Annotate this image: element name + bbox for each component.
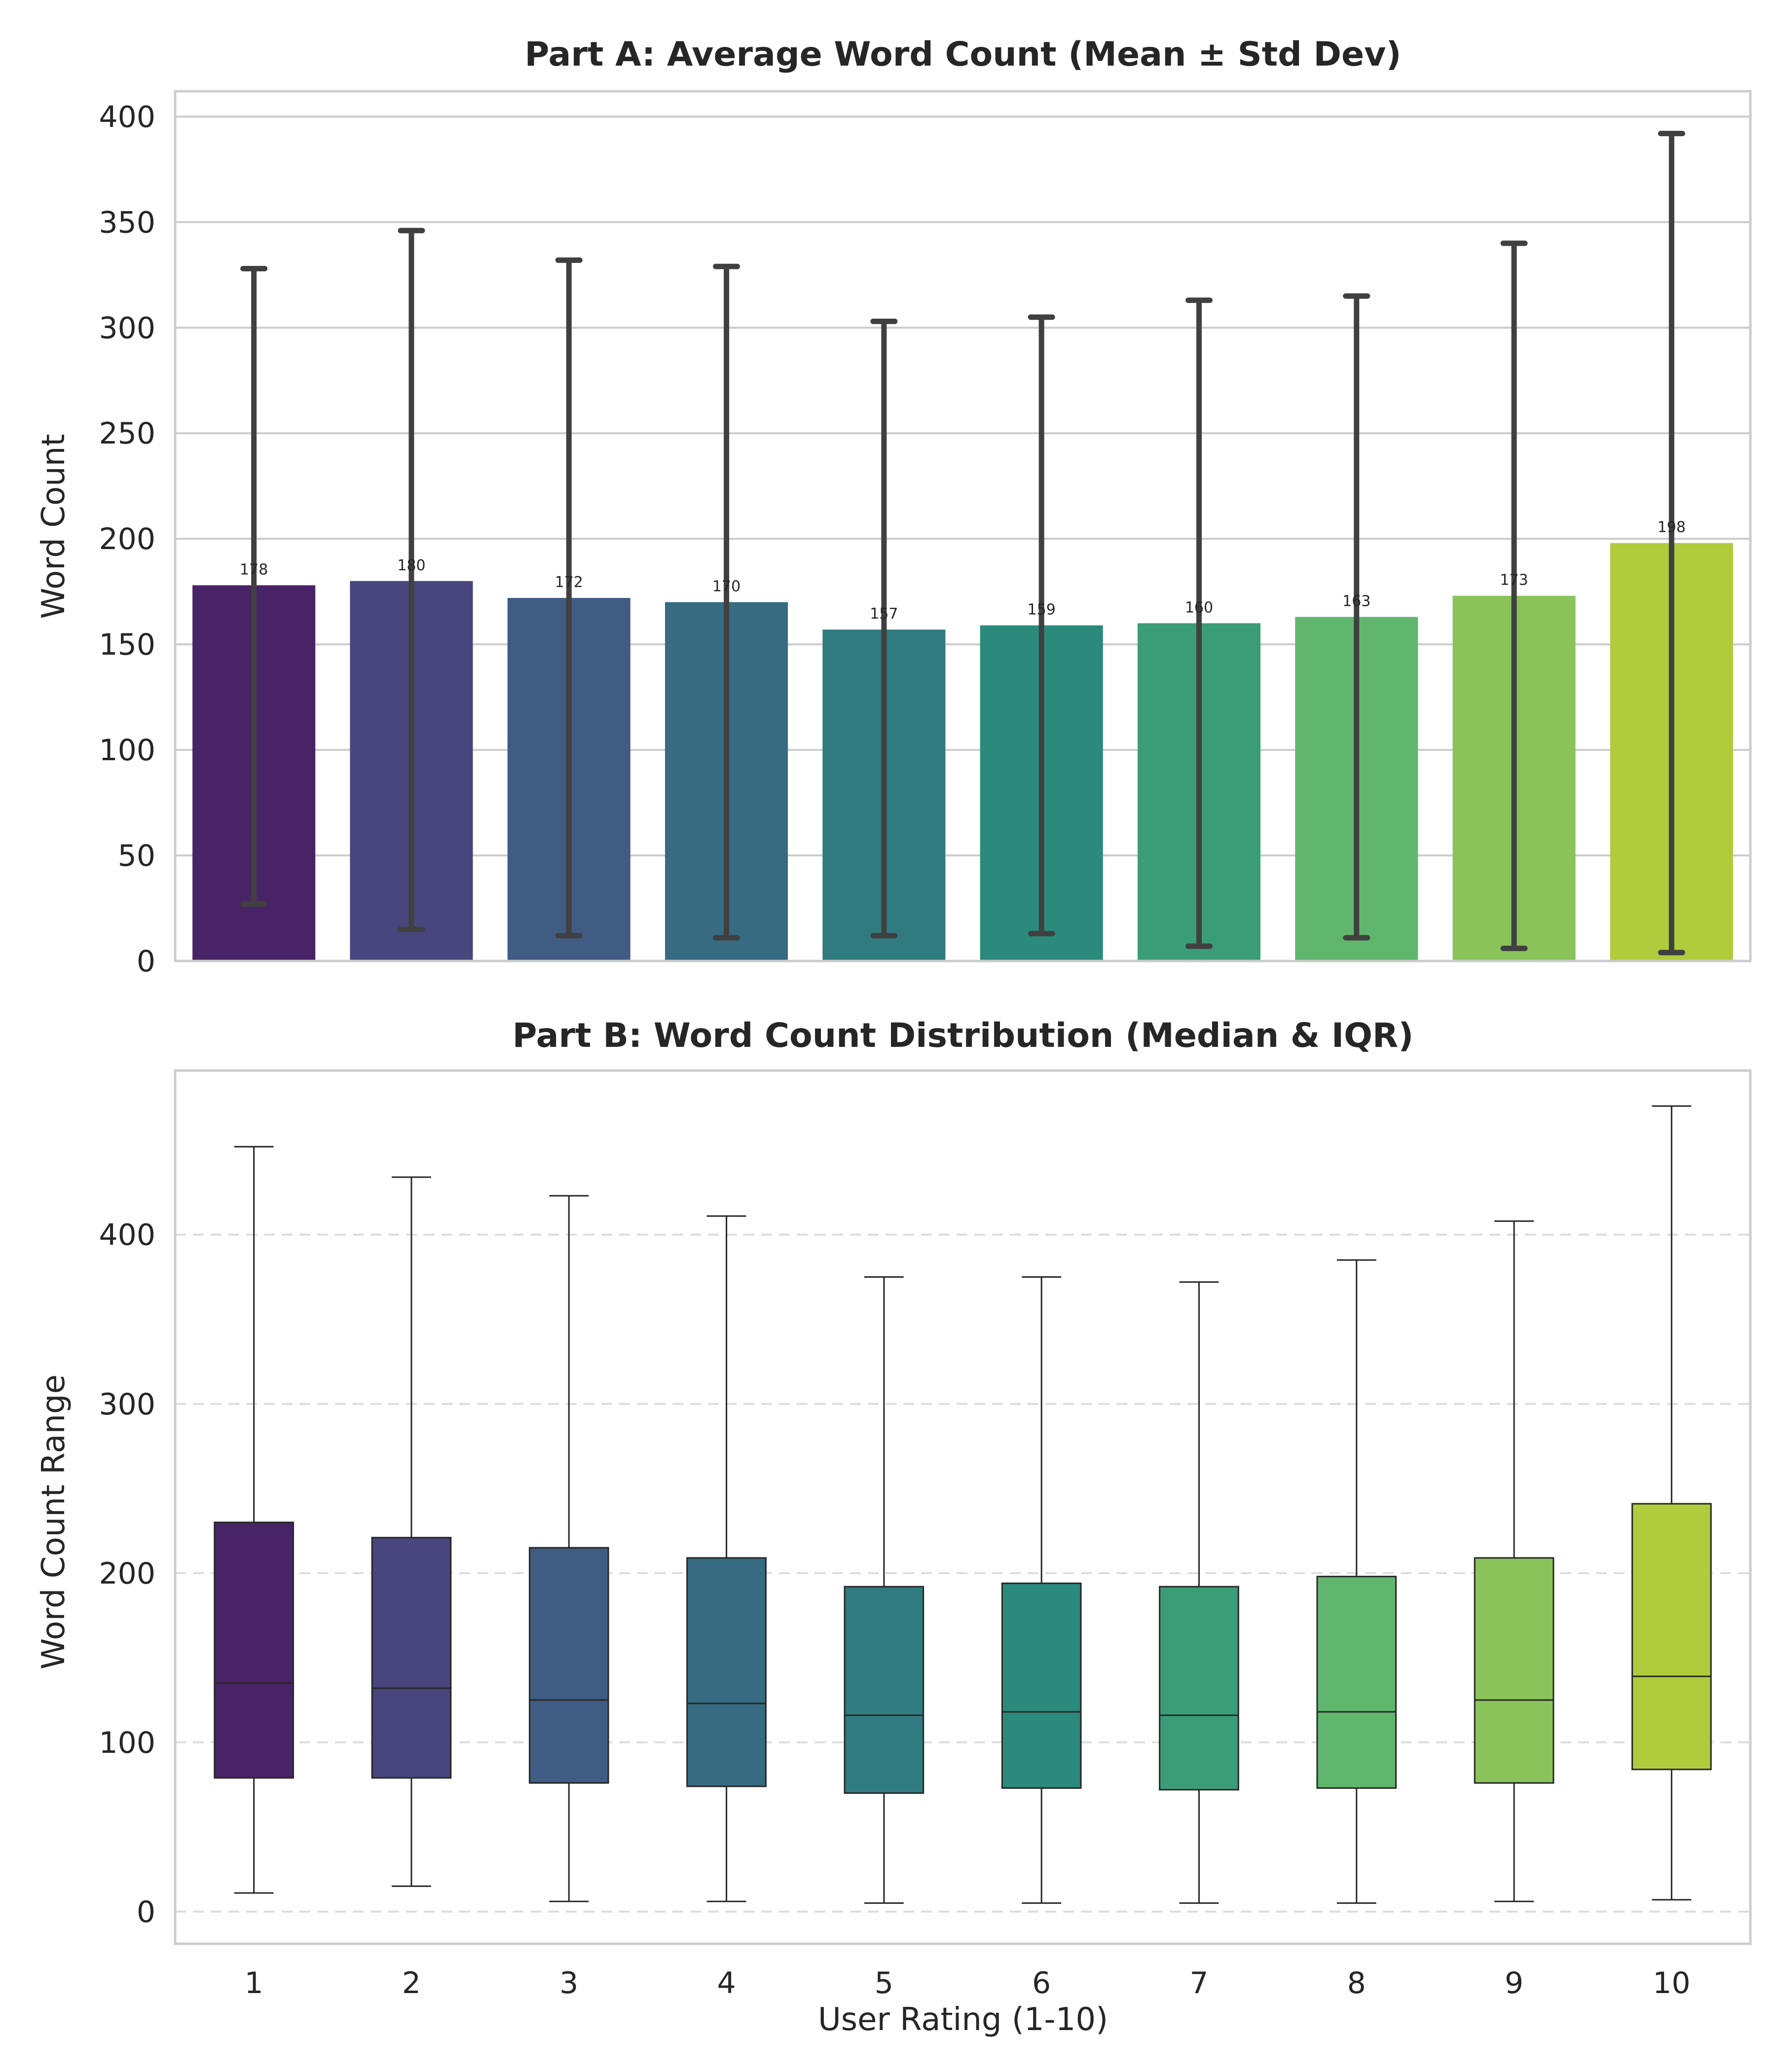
chart-a-plot-frame: [174, 90, 1752, 962]
chart-part-b: Part B: Word Count Distribution (Median …: [36, 1016, 1752, 2038]
chart-a-data-label: 163: [1342, 593, 1370, 610]
chart-b-x-tick-label: 8: [1347, 1966, 1366, 2000]
chart-a-y-tick-label: 350: [99, 205, 155, 240]
chart-b-box: [1631, 1503, 1712, 1771]
chart-a-data-label: 172: [555, 574, 583, 591]
chart-a-title: Part A: Average Word Count (Mean ± Std D…: [525, 35, 1402, 74]
chart-a-y-axis-label: Word Count: [36, 434, 72, 619]
chart-b-y-tick-label: 400: [99, 1218, 155, 1253]
chart-b-y-tick-label: 100: [99, 1726, 155, 1760]
chart-b-box: [1001, 1582, 1082, 1789]
chart-a-y-tick-label: 200: [99, 522, 155, 556]
chart-b-box: [214, 1521, 294, 1779]
chart-a-y-tick-label: 50: [118, 839, 155, 873]
chart-b-x-axis-label: User Rating (1-10): [818, 2001, 1108, 2038]
chart-part-a: Part A: Average Word Count (Mean ± Std D…: [36, 35, 1752, 979]
chart-b-y-tick-label: 0: [137, 1895, 155, 1929]
chart-b-x-tick-label: 7: [1189, 1966, 1208, 2000]
chart-b-x-tick-label: 3: [559, 1966, 578, 2000]
chart-b-y-axis-label: Word Count Range: [36, 1374, 72, 1669]
chart-b-x-tick-label: 9: [1505, 1966, 1523, 2000]
chart-b-box: [371, 1537, 452, 1779]
chart-a-y-tick-label: 0: [137, 944, 155, 979]
chart-a-data-label: 180: [397, 557, 425, 574]
chart-a-data-label: 170: [712, 578, 740, 595]
chart-b-box: [528, 1547, 609, 1784]
chart-a-data-label: 198: [1658, 519, 1686, 536]
chart-b-x-tick-label: 1: [245, 1966, 263, 2000]
chart-a-data-label: 178: [240, 561, 268, 578]
chart-b-x-tick-label: 5: [875, 1966, 893, 2000]
chart-b-title: Part B: Word Count Distribution (Median …: [513, 1016, 1414, 1055]
chart-b-x-tick-label: 10: [1653, 1966, 1690, 2000]
chart-b-plot-frame: [174, 1069, 1752, 1945]
chart-a-y-tick-label: 300: [99, 311, 155, 345]
chart-a-data-label: 173: [1500, 572, 1528, 589]
chart-b-box: [1474, 1557, 1554, 1784]
chart-b-y-tick-label: 200: [99, 1556, 155, 1591]
chart-a-data-label: 157: [870, 605, 898, 623]
chart-b-box: [1159, 1586, 1239, 1791]
chart-a-y-tick-label: 100: [99, 733, 155, 768]
chart-a-data-label: 159: [1028, 601, 1056, 619]
chart-b-box: [844, 1586, 925, 1794]
chart-b-y-tick-label: 300: [99, 1387, 155, 1422]
chart-a-y-tick-label: 250: [99, 416, 155, 451]
chart-b-x-tick-label: 4: [717, 1966, 736, 2000]
chart-a-data-label: 160: [1185, 599, 1213, 616]
chart-b-box: [686, 1557, 767, 1787]
chart-b-x-tick-label: 6: [1032, 1966, 1051, 2000]
chart-b-box: [1316, 1576, 1397, 1789]
chart-a-y-tick-label: 150: [99, 628, 155, 662]
chart-a-y-tick-label: 400: [99, 100, 155, 134]
chart-b-x-tick-label: 2: [402, 1966, 421, 2000]
